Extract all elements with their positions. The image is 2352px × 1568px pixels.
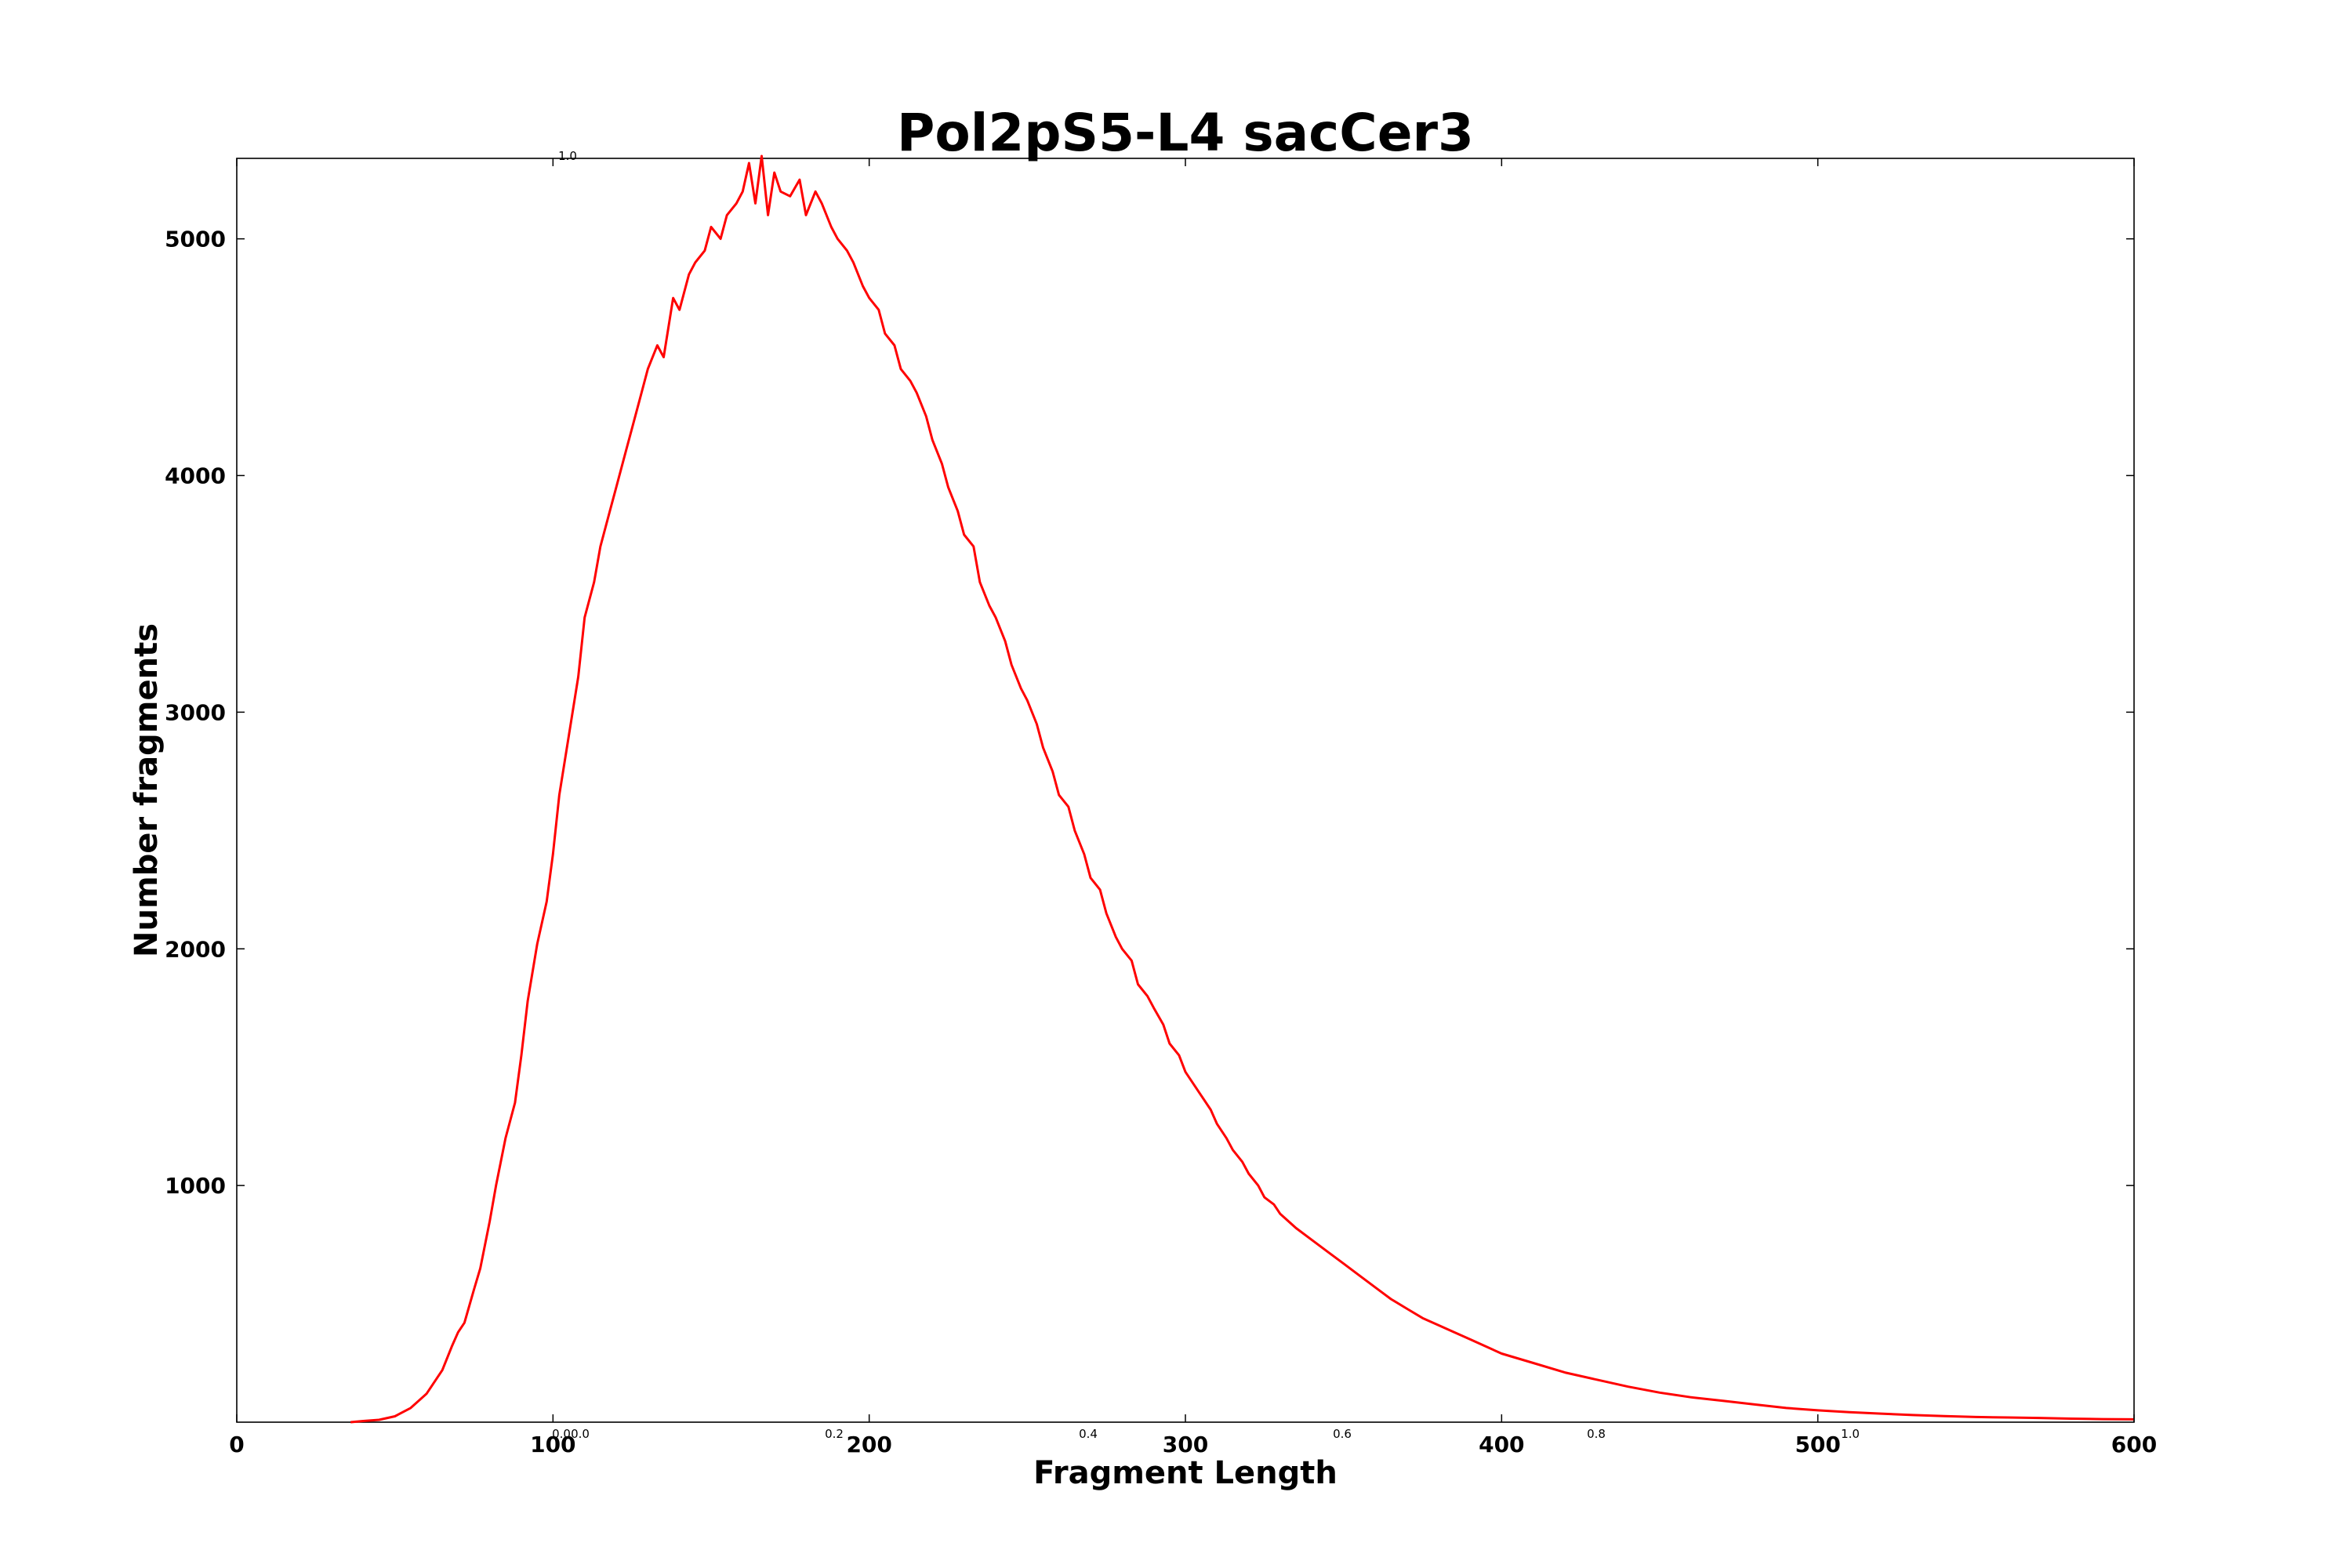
- x-tick-label: 0: [229, 1432, 244, 1457]
- x-tick-label: 100: [530, 1432, 575, 1457]
- x-tick-label: 600: [2111, 1432, 2157, 1457]
- x-axis-label: Fragment Length: [1033, 1455, 1338, 1491]
- x-tick-label: 300: [1163, 1432, 1208, 1457]
- chart-title: Pol2pS5-L4 sacCer3: [897, 103, 1474, 163]
- x-tick-label: 400: [1479, 1432, 1524, 1457]
- x-axis-ticks: 0 100 200 300 400 500 600: [229, 158, 2157, 1457]
- y-tick-label: 5000: [165, 227, 226, 252]
- overlay-x-tick-label: 0.2: [825, 1427, 844, 1441]
- y-tick-label: 3000: [165, 699, 226, 725]
- series-line: [350, 154, 2135, 1424]
- overlay-x-tick-label: 0.0: [571, 1427, 590, 1441]
- overlay-y-tick-label-top: 1.0: [558, 149, 577, 163]
- y-axis-label: Number fragments: [129, 623, 165, 957]
- overlay-y-tick-label-bottom: 0.0: [552, 1427, 571, 1441]
- plot-area: 0 100 200 300 400 500 600 1000 2000 3000 4000 5000…: [165, 149, 2157, 1457]
- x-tick-label: 200: [846, 1432, 891, 1457]
- plot-frame: [236, 158, 2135, 1423]
- x-tick-label: 500: [1795, 1432, 1840, 1457]
- overlay-x-tick-label: 1.0: [1841, 1427, 1860, 1441]
- y-tick-label: 1000: [165, 1173, 226, 1199]
- y-axis-ticks: 1000 2000 3000 4000 5000: [165, 227, 2134, 1199]
- overlay-axis-ticks: 0.0 0.2 0.4 0.6 0.8 1.0 1.0 0.0: [552, 149, 1860, 1441]
- y-tick-label: 2000: [165, 936, 226, 962]
- overlay-x-tick-label: 0.4: [1079, 1427, 1098, 1441]
- overlay-x-tick-label: 0.6: [1333, 1427, 1352, 1441]
- overlay-x-tick-label: 0.8: [1587, 1427, 1606, 1441]
- y-tick-label: 4000: [165, 463, 226, 489]
